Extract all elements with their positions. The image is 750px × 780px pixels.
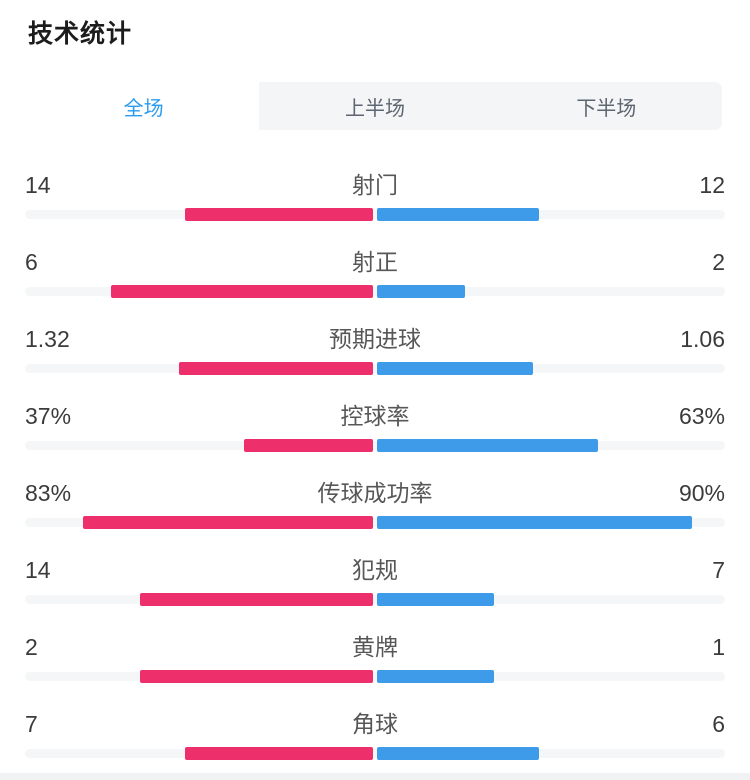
away-value: 2 — [712, 249, 725, 275]
away-bar — [377, 439, 598, 452]
section-divider — [0, 773, 750, 780]
home-bar — [110, 285, 373, 298]
away-bar — [377, 593, 494, 606]
stat-label: 控球率 — [340, 403, 410, 429]
home-value: 6 — [25, 249, 38, 275]
home-bar — [184, 208, 373, 221]
home-bar — [179, 362, 373, 375]
home-bar — [82, 516, 373, 529]
home-bar — [139, 670, 373, 683]
page-title: 技术统计 — [28, 20, 133, 48]
bar-track — [25, 210, 725, 219]
stat-label: 黄牌 — [352, 634, 398, 660]
away-bar — [377, 362, 534, 375]
home-bar — [139, 593, 373, 606]
bar-track — [25, 364, 725, 373]
away-value: 7 — [712, 557, 725, 583]
stat-label: 犯规 — [352, 557, 398, 583]
home-value: 7 — [25, 711, 38, 737]
away-value: 12 — [699, 172, 725, 198]
away-bar — [377, 670, 494, 683]
bar-track — [25, 672, 725, 681]
home-bar — [243, 439, 373, 452]
period-tab-bar: 全场 上半场 下半场 — [28, 82, 722, 130]
stat-row-pass-accuracy: 83% 传球成功率 90% — [25, 468, 725, 545]
away-bar — [377, 516, 692, 529]
bar-track — [25, 441, 725, 450]
stat-label: 射门 — [352, 172, 398, 198]
bar-track — [25, 749, 725, 758]
bar-track — [25, 595, 725, 604]
stat-label: 预期进球 — [329, 326, 421, 352]
away-bar — [377, 285, 465, 298]
home-value: 37% — [25, 403, 72, 429]
stat-bar — [25, 516, 725, 529]
stat-row-fouls: 14 犯规 7 — [25, 545, 725, 622]
tab-second-half[interactable]: 下半场 — [576, 97, 637, 120]
stat-label: 射正 — [352, 249, 398, 275]
away-value: 63% — [678, 403, 725, 429]
stat-bar — [25, 593, 725, 606]
home-value: 14 — [25, 172, 51, 198]
away-bar — [377, 747, 539, 760]
bar-track — [25, 518, 725, 527]
stat-row-corners: 7 角球 6 — [25, 699, 725, 776]
stat-bar — [25, 747, 725, 760]
tab-full-match[interactable]: 全场 — [28, 82, 260, 130]
stat-row-shots: 14 射门 12 — [25, 160, 725, 237]
home-value: 83% — [25, 480, 72, 506]
stat-row-shots-on-target: 6 射正 2 — [25, 237, 725, 314]
stat-bar — [25, 439, 725, 452]
stat-bar — [25, 362, 725, 375]
away-value: 1 — [712, 634, 725, 660]
home-value: 14 — [25, 557, 51, 583]
home-value: 1.32 — [25, 326, 70, 352]
bar-track — [25, 287, 725, 296]
home-bar — [184, 747, 373, 760]
away-value: 90% — [678, 480, 725, 506]
stat-bar — [25, 670, 725, 683]
stat-bar — [25, 208, 725, 221]
stat-row-yellow-cards: 2 黄牌 1 — [25, 622, 725, 699]
stat-label: 角球 — [352, 711, 398, 737]
away-value: 6 — [712, 711, 725, 737]
stat-row-possession: 37% 控球率 63% — [25, 391, 725, 468]
stats-list: 14 射门 12 6 射正 2 1.32 预期进球 1.06 — [25, 160, 725, 776]
tab-first-half[interactable]: 上半场 — [344, 97, 405, 120]
stat-label: 传球成功率 — [317, 480, 433, 506]
away-value: 1.06 — [680, 326, 725, 352]
away-bar — [377, 208, 539, 221]
home-value: 2 — [25, 634, 38, 660]
stat-bar — [25, 285, 725, 298]
stat-row-expected-goals: 1.32 预期进球 1.06 — [25, 314, 725, 391]
